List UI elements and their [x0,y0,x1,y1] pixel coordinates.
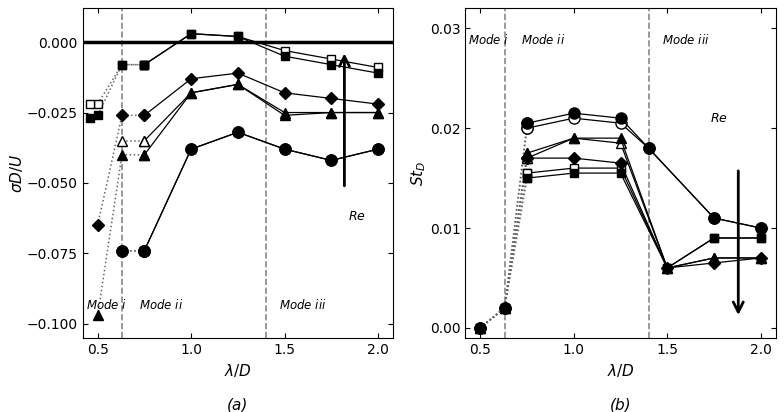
Y-axis label: $\sigma D/U$: $\sigma D/U$ [9,153,25,193]
Text: Mode $i$: Mode $i$ [468,33,509,47]
Text: (a): (a) [227,397,249,412]
X-axis label: $\lambda/D$: $\lambda/D$ [607,362,634,379]
Text: $Re$: $Re$ [710,112,728,125]
Y-axis label: $St_D$: $St_D$ [410,160,428,186]
Text: Mode $iii$: Mode $iii$ [279,298,326,312]
Text: (b): (b) [610,397,631,412]
Text: Mode $ii$: Mode $ii$ [521,33,566,47]
Text: Mode $ii$: Mode $ii$ [139,298,183,312]
Text: $Re$: $Re$ [348,210,366,223]
X-axis label: $\lambda/D$: $\lambda/D$ [224,362,252,379]
Text: Mode $i$: Mode $i$ [85,298,126,312]
Text: Mode $iii$: Mode $iii$ [662,33,709,47]
